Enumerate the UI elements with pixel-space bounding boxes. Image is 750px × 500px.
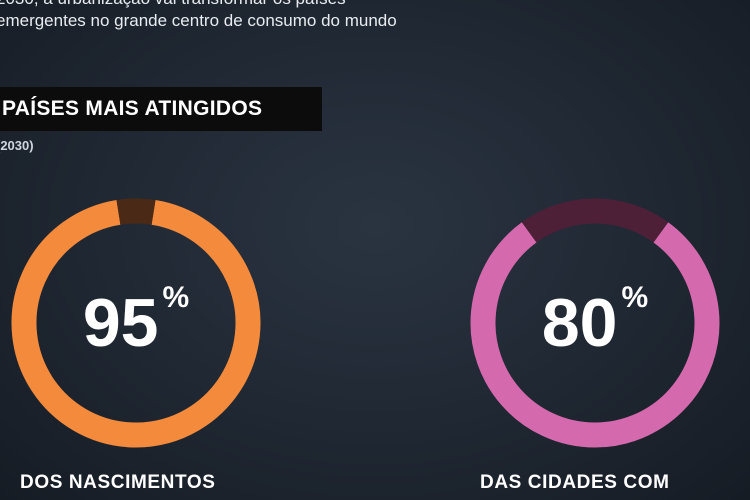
births-remainder-segment [118, 211, 153, 212]
cities-donut: 80 % [467, 195, 723, 451]
section-banner: PAÍSES MAIS ATINGIDOS [0, 87, 322, 131]
cities-donut-graphic [467, 195, 723, 451]
section-title: PAÍSES MAIS ATINGIDOS [2, 97, 262, 121]
births-caption: DOS NASCIMENTOS [20, 472, 216, 494]
intro-text: 2030, a urbanização vai transformar os p… [0, 0, 416, 32]
section-subtitle: (2030) [0, 138, 34, 153]
cities-ring-segment [483, 232, 707, 435]
intro-line-2: emergentes no grande centro de consumo d… [0, 10, 416, 32]
cities-caption: DAS CIDADES COM [480, 472, 670, 494]
cities-remainder-segment [529, 211, 661, 232]
births-donut: 95 % [8, 195, 264, 451]
births-ring-segment [24, 212, 248, 435]
intro-line-1: 2030, a urbanização vai transformar os p… [0, 0, 416, 10]
births-donut-graphic [8, 195, 264, 451]
